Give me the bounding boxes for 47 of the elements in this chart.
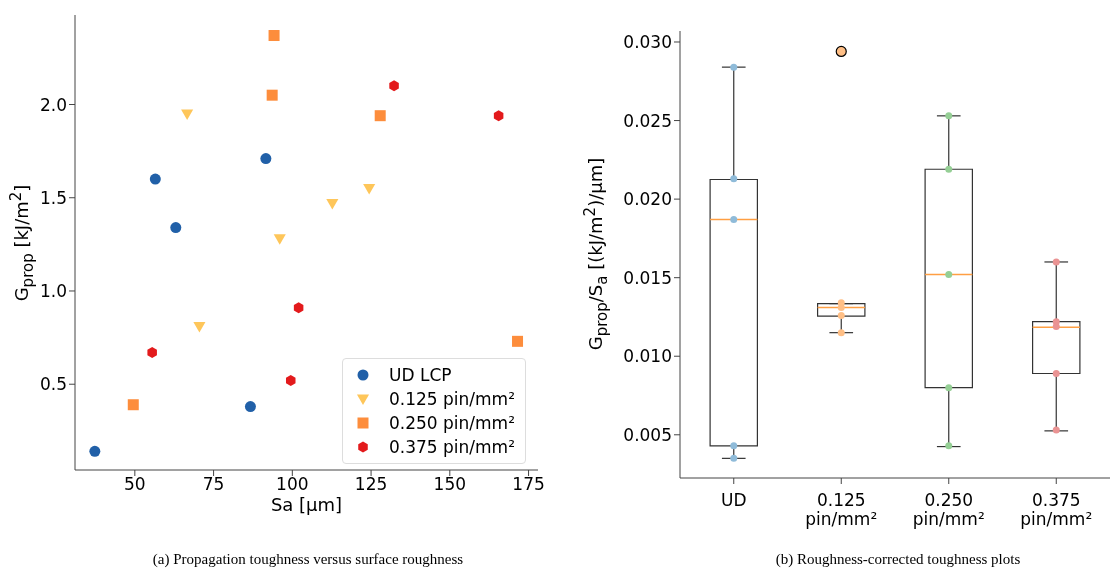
x-tick-label: 150 (433, 474, 467, 495)
text: (a) Propagation toughness versus surface roughness (152, 551, 464, 568)
legend-label: 0.375 pin/mm² (388, 437, 515, 457)
point (147, 347, 157, 359)
text: (b) Roughness-corrected toughness plots (775, 551, 1021, 568)
point (273, 234, 286, 245)
y-tick-label: 1.0 (39, 281, 67, 302)
point (268, 30, 280, 42)
x-tick-label: 175 (512, 474, 545, 495)
x-tick-label: 0.250 pin/mm² (912, 489, 985, 530)
point (493, 110, 504, 122)
point (266, 89, 278, 101)
x-tick-label: 50 (124, 474, 146, 495)
y-tick-label: 0.025 (623, 110, 672, 131)
legend-label: 0.125 pin/mm² (388, 389, 515, 409)
point (285, 374, 296, 386)
point (244, 401, 256, 413)
point (193, 322, 206, 333)
point (374, 110, 386, 122)
point (389, 80, 399, 92)
x-tick-label: 0.375 pin/mm² (1020, 489, 1093, 530)
legend-label: UD LCP (388, 365, 452, 385)
point (149, 173, 161, 185)
point (293, 302, 304, 314)
point (170, 222, 182, 234)
y-tick-label: 2.0 (39, 94, 67, 115)
point (89, 445, 101, 457)
legend-label: 0.250 pin/mm² (388, 413, 515, 433)
x-tick-label: 125 (354, 474, 388, 495)
y-tick-label: 0.5 (39, 374, 67, 395)
x-tick-label: 100 (276, 474, 309, 495)
y-tick-label: 0.010 (623, 346, 672, 367)
point (181, 109, 194, 120)
y-tick-label: 1.5 (39, 187, 67, 208)
point (363, 184, 376, 195)
y-tick-label: 0.030 (623, 32, 672, 53)
point (260, 153, 272, 165)
x-tick-label: 0.125 pin/mm² (805, 489, 878, 530)
x-tick-label: UD (720, 489, 747, 510)
y-tick-label: 0.020 (623, 189, 672, 210)
y-tick-label: 0.015 (623, 267, 672, 288)
point (127, 399, 139, 411)
y-tick-label: 0.005 (623, 424, 672, 445)
point (326, 198, 339, 210)
x-tick-label: 75 (202, 474, 225, 495)
x-axis-title: Sa [µm] (270, 494, 343, 515)
point (512, 335, 524, 347)
